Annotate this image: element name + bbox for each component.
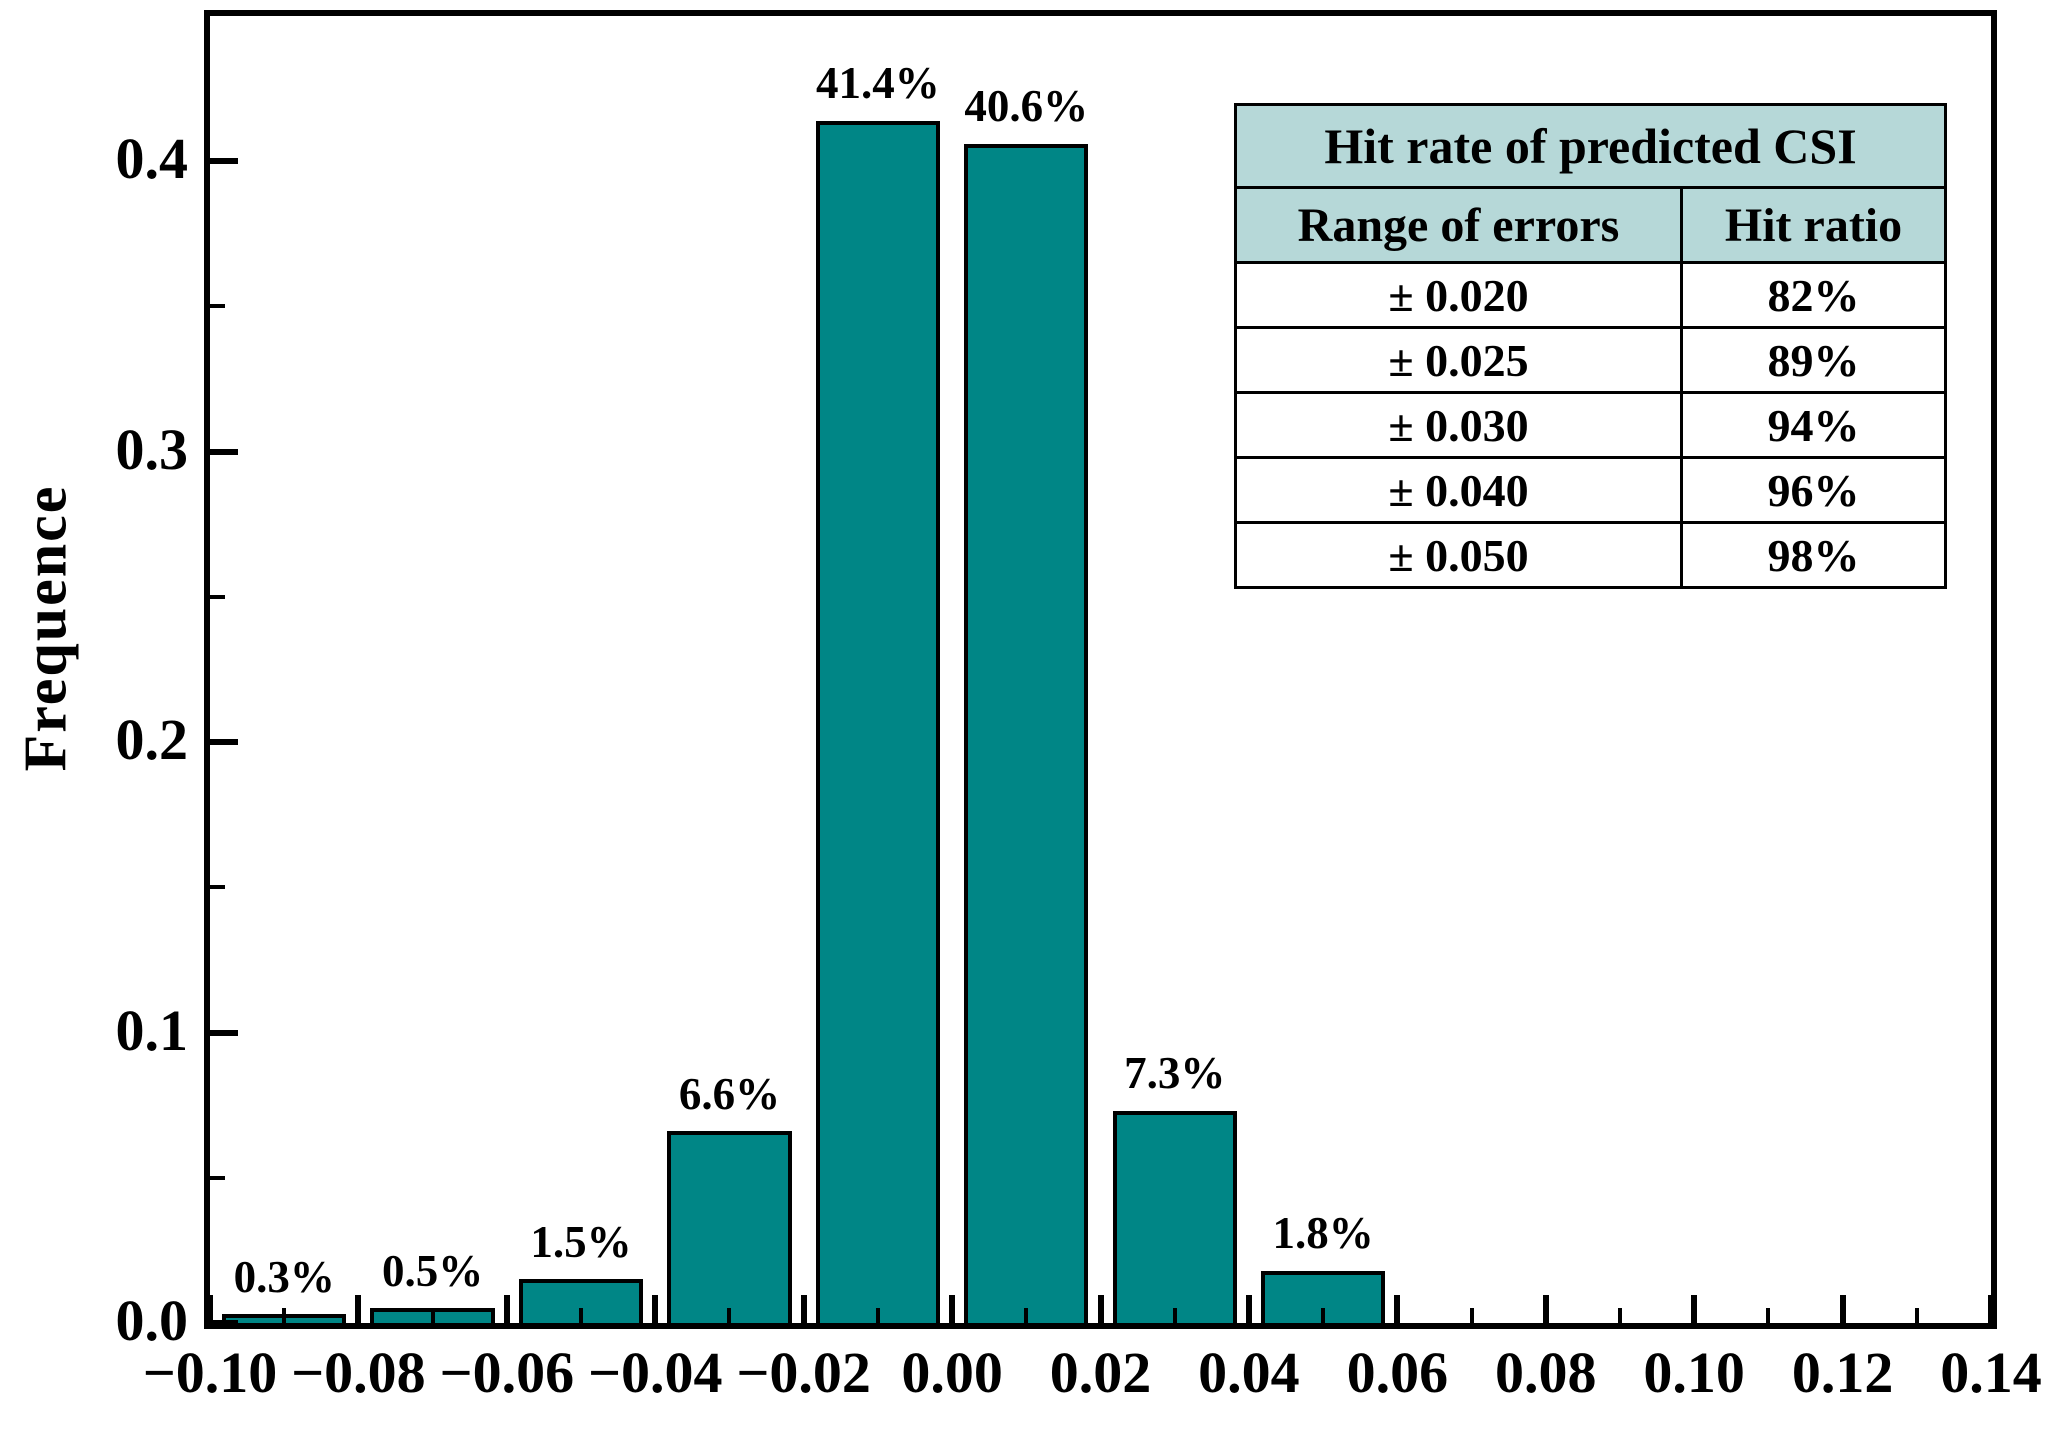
y-axis-major-tick	[210, 158, 238, 165]
x-axis-minor-tick	[1024, 1308, 1029, 1323]
x-axis-minor-tick	[579, 1308, 584, 1323]
range-of-errors-cell: ± 0.050	[1234, 521, 1683, 589]
x-axis-tick-label: −0.06	[439, 1340, 575, 1405]
range-of-errors-cell: ± 0.040	[1234, 456, 1683, 524]
range-of-errors-cell: ± 0.020	[1234, 261, 1683, 329]
bar-value-label: 40.6%	[964, 81, 1089, 132]
table-title: Hit rate of predicted CSI	[1233, 103, 1948, 189]
hit-ratio-cell: 94%	[1679, 391, 1948, 459]
hit-ratio-cell: 98%	[1679, 521, 1948, 589]
x-axis-minor-tick	[282, 1308, 287, 1323]
table-title-row: Hit rate of predicted CSI	[1233, 103, 1948, 189]
x-axis-tick-label: 0.02	[1049, 1340, 1152, 1405]
x-axis-minor-tick	[1766, 1308, 1771, 1323]
bar-value-label: 1.5%	[530, 1216, 632, 1267]
x-axis-major-tick	[355, 1295, 362, 1323]
x-axis-minor-tick	[1321, 1308, 1326, 1323]
bar-value-label: 7.3%	[1124, 1048, 1226, 1099]
y-axis-minor-tick	[210, 1175, 225, 1180]
x-axis-tick-label: −0.02	[736, 1340, 871, 1405]
histogram-bar	[1112, 1110, 1237, 1323]
y-axis-major-tick	[210, 1029, 238, 1036]
hit-ratio-cell: 89%	[1679, 326, 1948, 394]
x-axis-major-tick	[1542, 1295, 1549, 1323]
plot-frame	[204, 10, 1997, 1329]
x-axis-major-tick	[1394, 1295, 1401, 1323]
table-row: ± 0.050 98%	[1234, 521, 1948, 589]
histogram-bar	[964, 143, 1089, 1323]
plot-area: 0.3% 0.5% 1.5% 6.6% 41.4% 40.6% 7.3% 1.8%	[207, 16, 1994, 1326]
x-axis-tick-label: −0.04	[587, 1340, 723, 1405]
x-axis-minor-tick	[1172, 1308, 1177, 1323]
x-axis-tick-label: −0.10	[142, 1340, 278, 1405]
table-header-hit-ratio: Hit ratio	[1679, 186, 1948, 264]
x-axis-tick-label: 0.00	[901, 1340, 1003, 1405]
y-axis-minor-tick	[210, 885, 225, 890]
x-axis-minor-tick	[727, 1308, 732, 1323]
table-header-range-of-errors: Range of errors	[1234, 186, 1683, 264]
table-header-row: Range of errors Hit ratio	[1234, 186, 1948, 264]
x-axis-major-tick	[800, 1295, 807, 1323]
x-axis-major-tick	[1097, 1295, 1104, 1323]
range-of-errors-cell: ± 0.025	[1234, 326, 1683, 394]
y-axis-major-tick	[210, 448, 238, 455]
y-axis-minor-tick	[210, 594, 225, 599]
range-of-errors-cell: ± 0.030	[1234, 391, 1683, 459]
y-axis-tick-label: 0.2	[115, 707, 189, 773]
x-axis-tick-label: 0.06	[1346, 1340, 1449, 1405]
x-axis-minor-tick	[875, 1308, 880, 1323]
histogram-bar	[815, 120, 941, 1323]
x-axis-minor-tick	[1617, 1308, 1622, 1323]
y-axis-tick-label: 0.1	[115, 997, 189, 1063]
bar-value-label: 0.5%	[382, 1245, 484, 1296]
x-axis-major-tick	[1691, 1295, 1698, 1323]
table-row: ± 0.020 82%	[1234, 261, 1948, 329]
x-axis-major-tick	[1988, 1295, 1994, 1323]
bar-value-label: 0.3%	[233, 1251, 335, 1302]
x-axis-tick-label: 0.14	[1940, 1340, 2042, 1405]
y-axis-major-tick	[210, 1320, 238, 1326]
x-axis-minor-tick	[430, 1308, 435, 1323]
bar-value-label: 1.8%	[1272, 1208, 1374, 1259]
x-axis-tick-label: 0.04	[1198, 1340, 1300, 1405]
y-axis-tick-label: 0.0	[115, 1288, 189, 1353]
bar-value-label: 6.6%	[678, 1068, 781, 1119]
table-row: ± 0.030 94%	[1234, 391, 1948, 459]
x-axis-major-tick	[652, 1295, 659, 1323]
y-axis-minor-tick	[210, 304, 225, 309]
y-axis-tick-label: 0.3	[115, 416, 189, 482]
x-axis-tick-label: 0.10	[1643, 1340, 1745, 1405]
hit-ratio-cell: 82%	[1679, 261, 1948, 329]
x-axis-major-tick	[1839, 1295, 1846, 1323]
y-axis-tick-label: 0.4	[115, 126, 189, 192]
x-axis-major-tick	[207, 1295, 213, 1323]
bar-value-label: 41.4%	[816, 58, 940, 109]
x-axis-major-tick	[1245, 1295, 1252, 1323]
x-axis-tick-label: −0.08	[291, 1340, 426, 1405]
histogram-bar	[667, 1131, 792, 1323]
hit-ratio-cell: 96%	[1679, 456, 1948, 524]
table-row: ± 0.040 96%	[1234, 456, 1948, 524]
table-row: ± 0.025 89%	[1234, 326, 1948, 394]
x-axis-tick-label: 0.08	[1495, 1340, 1597, 1405]
x-axis-tick-label: 0.12	[1791, 1340, 1894, 1405]
x-axis-minor-tick	[1469, 1308, 1474, 1323]
hit-rate-table: Hit rate of predicted CSI Range of error…	[1233, 103, 1948, 589]
y-axis-major-tick	[210, 739, 238, 746]
x-axis-major-tick	[949, 1295, 956, 1323]
x-axis-minor-tick	[1914, 1308, 1919, 1323]
x-axis-major-tick	[503, 1295, 510, 1323]
